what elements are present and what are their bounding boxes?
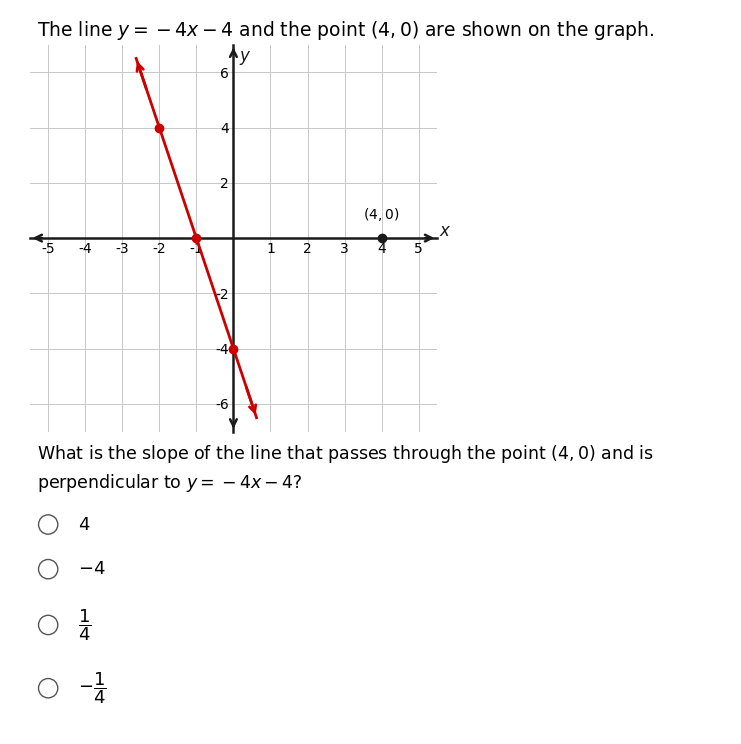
Text: $-\dfrac{1}{4}$: $-\dfrac{1}{4}$ — [78, 670, 107, 706]
Text: $x$: $x$ — [439, 222, 451, 240]
Text: $\dfrac{1}{4}$: $\dfrac{1}{4}$ — [78, 607, 91, 643]
Text: $y$: $y$ — [239, 49, 251, 67]
Text: The line $y = -4x - 4$ and the point $(4, 0)$ are shown on the graph.: The line $y = -4x - 4$ and the point $(4… — [37, 19, 654, 42]
Text: $4$: $4$ — [78, 516, 90, 533]
Text: $(4,0)$: $(4,0)$ — [363, 206, 400, 223]
Text: What is the slope of the line that passes through the point $(4, 0)$ and is: What is the slope of the line that passe… — [37, 443, 654, 465]
Text: perpendicular to $y = -4x - 4$?: perpendicular to $y = -4x - 4$? — [37, 472, 303, 495]
Text: $-4$: $-4$ — [78, 560, 105, 578]
